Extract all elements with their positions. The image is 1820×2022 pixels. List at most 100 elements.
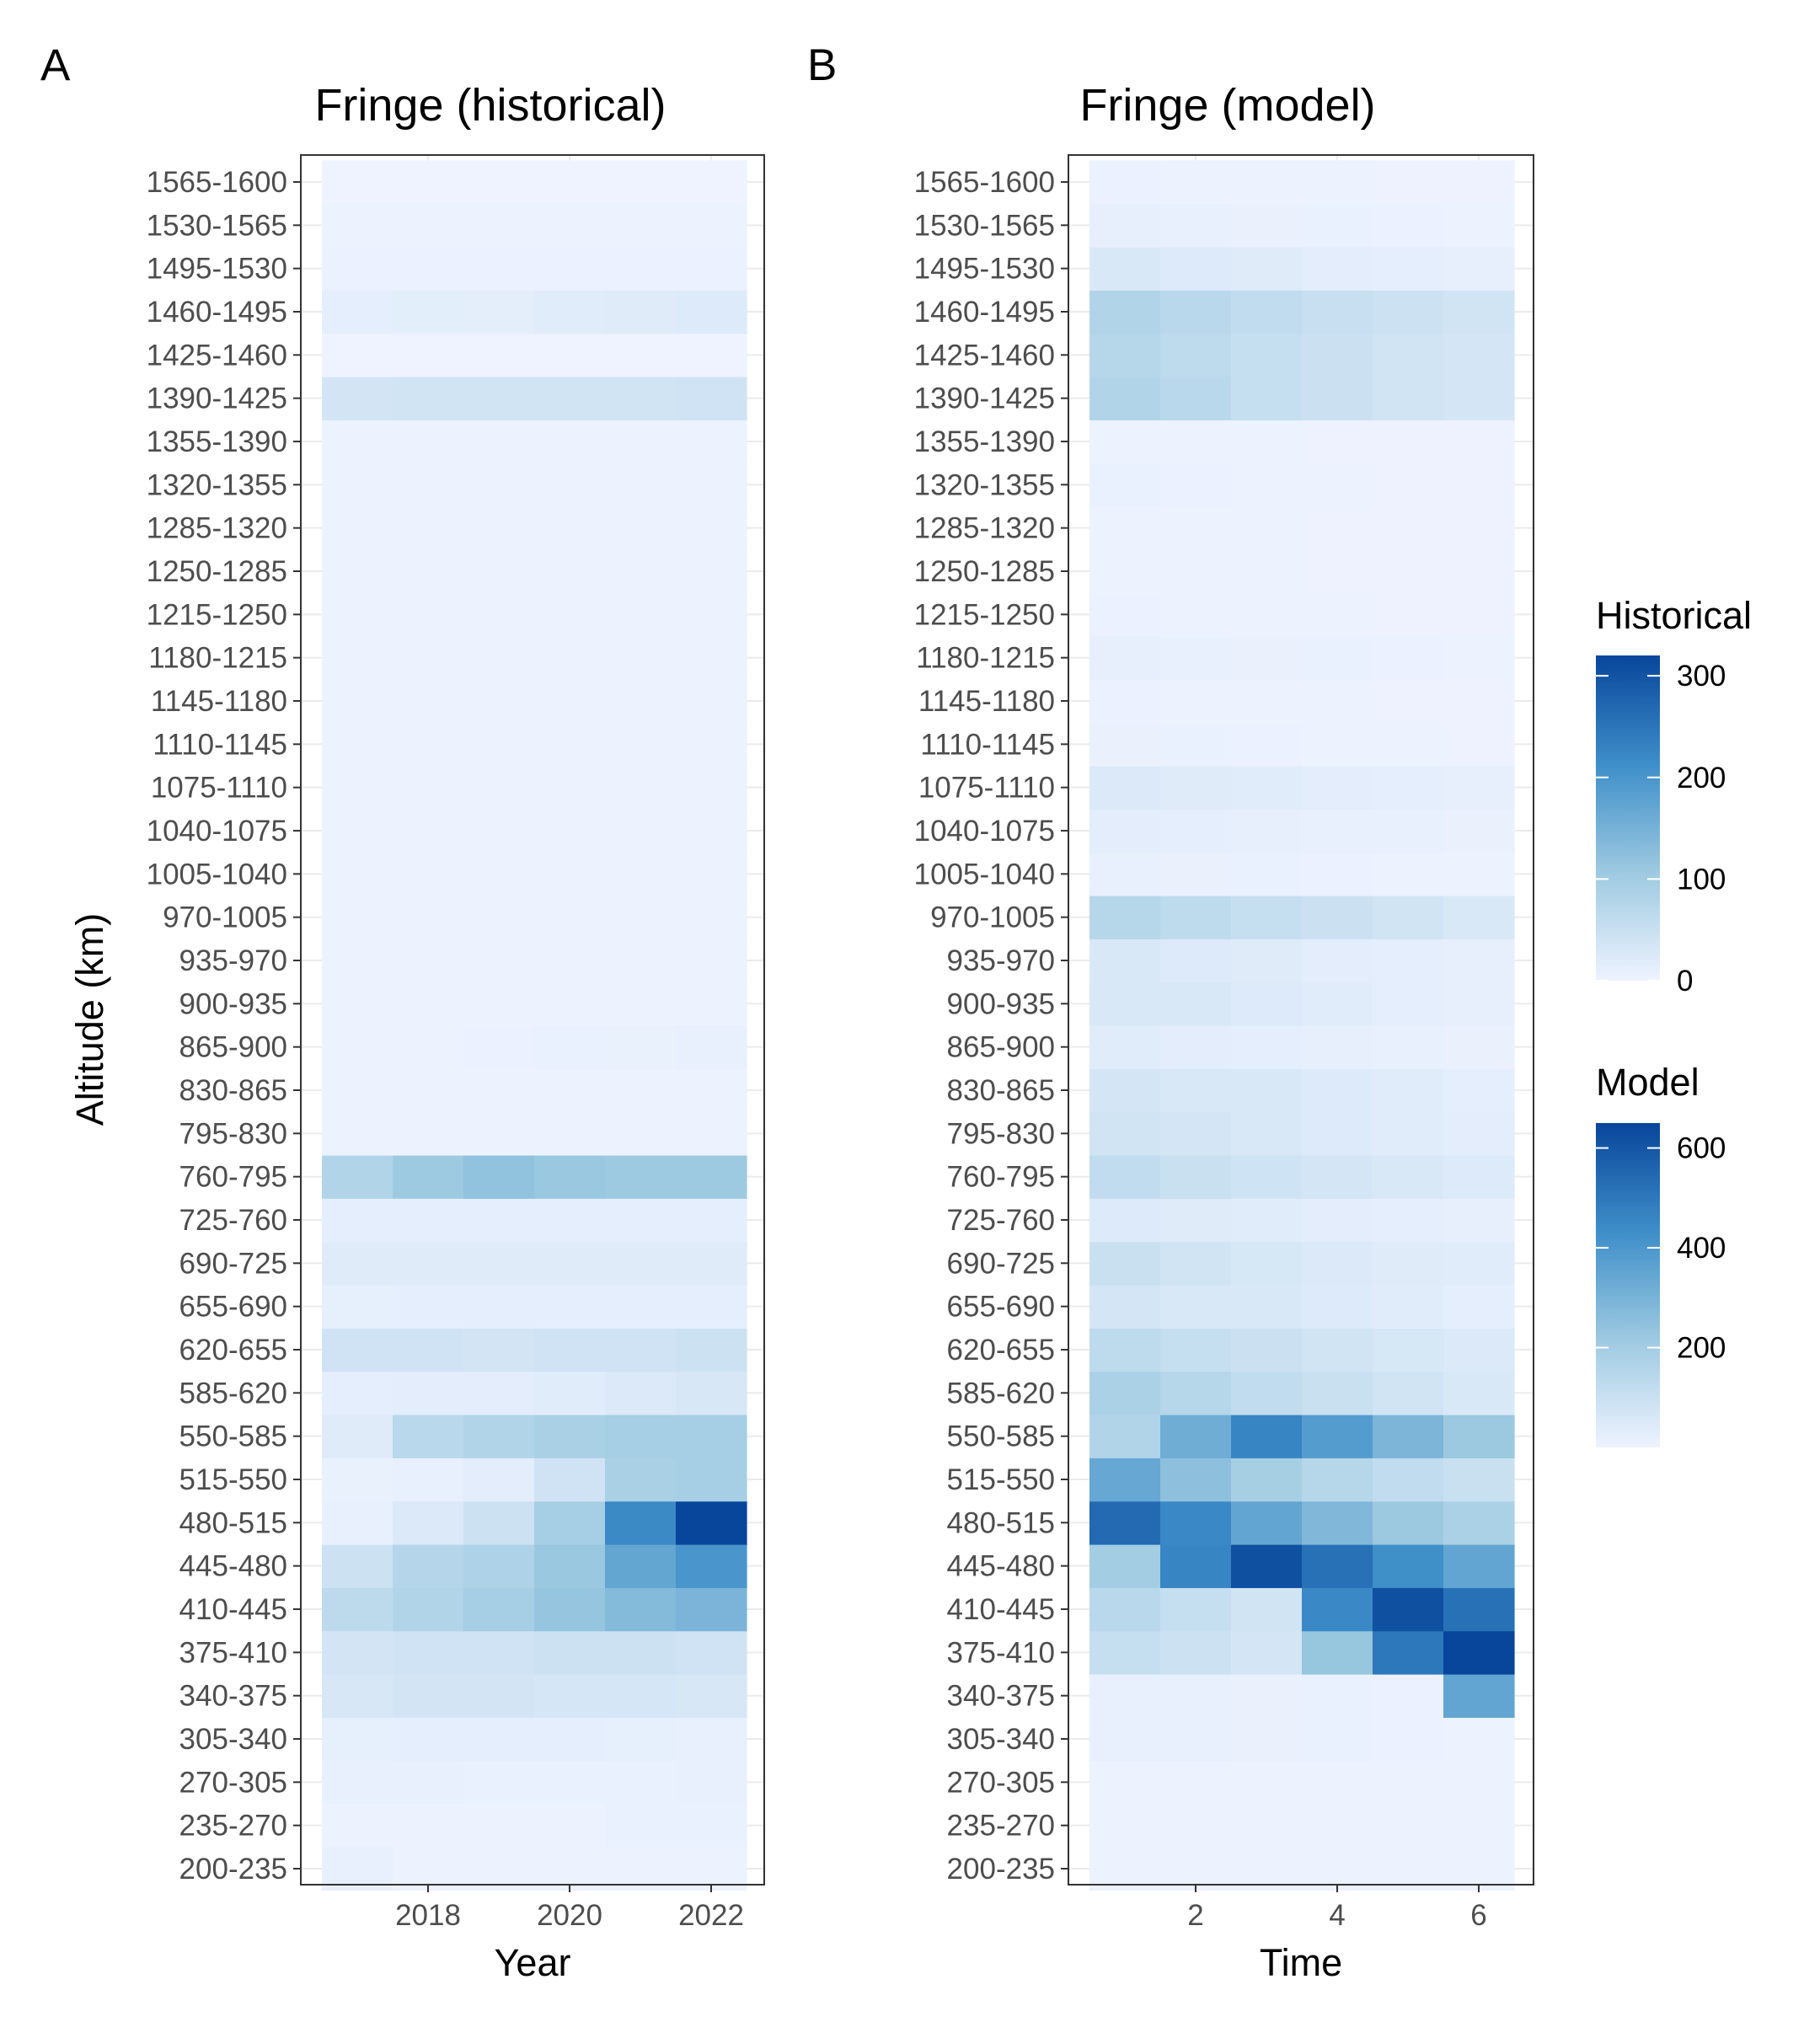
- legend-tick-label: 400: [1677, 1232, 1726, 1265]
- heatmap-cell: [534, 939, 606, 983]
- y-tick-label: 305-340: [179, 1723, 287, 1756]
- heatmap-cell: [1160, 1415, 1232, 1458]
- heatmap-cell: [1160, 203, 1232, 248]
- heatmap-cell: [1231, 592, 1303, 637]
- heatmap-cell: [1443, 333, 1515, 377]
- heatmap-cell: [605, 1025, 677, 1069]
- heatmap-cell: [1302, 982, 1373, 1026]
- heatmap-cell: [1160, 1155, 1232, 1199]
- heatmap-cell: [1443, 1111, 1515, 1156]
- heatmap-cell: [534, 896, 606, 939]
- y-tick-label: 1180-1215: [148, 642, 287, 675]
- heatmap-cell: [534, 809, 606, 853]
- heatmap-cell: [463, 592, 535, 637]
- y-tick-label: 690-725: [947, 1247, 1055, 1280]
- heatmap-cell: [1231, 1804, 1303, 1848]
- heatmap-cell: [1443, 766, 1515, 810]
- heatmap-cell: [1160, 1111, 1232, 1156]
- y-tick-label: 1040-1075: [914, 815, 1055, 848]
- heatmap-cell: [1160, 549, 1232, 594]
- heatmap-cell: [1160, 809, 1232, 853]
- y-tick-label: 1215-1250: [914, 598, 1055, 631]
- heatmap-cell: [1231, 1198, 1303, 1243]
- heatmap-cell: [605, 247, 677, 291]
- heatmap-cell: [1160, 506, 1232, 550]
- heatmap-cell: [463, 852, 535, 896]
- heatmap-cell: [676, 1111, 747, 1156]
- heatmap-cell: [393, 333, 464, 377]
- heatmap-cell: [1089, 1630, 1161, 1675]
- heatmap-cell: [463, 1155, 535, 1199]
- panel-a-tag: A: [40, 40, 71, 90]
- heatmap-cell: [534, 549, 606, 594]
- y-tick-label: 1320-1355: [914, 468, 1055, 501]
- heatmap-cell: [605, 1587, 677, 1632]
- heatmap-cell: [393, 506, 464, 550]
- heatmap-cell: [1302, 1760, 1373, 1805]
- heatmap-cell: [1443, 1847, 1515, 1891]
- heatmap-cell: [534, 1500, 606, 1545]
- heatmap-cell: [322, 1804, 393, 1848]
- y-tick-label: 270-305: [947, 1766, 1055, 1799]
- heatmap-cell: [534, 1155, 606, 1199]
- y-tick-label: 1460-1495: [147, 296, 287, 329]
- heatmap-cell: [1231, 636, 1303, 680]
- heatmap-cell: [534, 679, 606, 724]
- heatmap-cell: [393, 290, 464, 334]
- heatmap-cell: [534, 1111, 606, 1156]
- y-tick-label: 480-515: [179, 1506, 287, 1539]
- heatmap-cell: [676, 1847, 747, 1891]
- heatmap-cell: [1302, 939, 1373, 983]
- heatmap-cell: [1302, 290, 1373, 334]
- y-tick-label: 1145-1180: [151, 685, 287, 718]
- heatmap-cell: [1443, 377, 1515, 420]
- heatmap-cell: [676, 1500, 747, 1545]
- heatmap-cell: [322, 722, 393, 767]
- heatmap-cell: [1373, 1111, 1444, 1156]
- heatmap-cell: [393, 1111, 464, 1156]
- heatmap-cell: [605, 1328, 677, 1372]
- y-tick-label: 1530-1565: [147, 209, 287, 242]
- heatmap-cell: [1231, 852, 1303, 896]
- heatmap-cell: [1231, 1500, 1303, 1545]
- heatmap-cell: [393, 1155, 464, 1199]
- heatmap-cell: [605, 1500, 677, 1545]
- y-tick-label: 900-935: [179, 987, 287, 1020]
- y-tick-label: 760-795: [179, 1161, 287, 1194]
- y-tick-label: 760-795: [947, 1161, 1055, 1194]
- y-tick-label: 1530-1565: [914, 209, 1055, 242]
- y-tick-label: 410-445: [947, 1593, 1055, 1626]
- heatmap-cell: [1160, 592, 1232, 637]
- heatmap-cell: [393, 1285, 464, 1329]
- heatmap-cell: [393, 1847, 464, 1891]
- heatmap-cell: [605, 290, 677, 334]
- heatmap-cell: [463, 463, 535, 507]
- heatmap-cell: [1089, 1458, 1161, 1502]
- heatmap-cell: [605, 636, 677, 680]
- heatmap-cell: [676, 809, 747, 853]
- heatmap-cell: [463, 939, 535, 983]
- heatmap-cell: [534, 1458, 606, 1502]
- heatmap-cell: [1302, 1371, 1373, 1415]
- legend-historical-title: Historical: [1596, 594, 1752, 637]
- heatmap-cell: [1231, 1068, 1303, 1113]
- heatmap-cell: [1160, 1630, 1232, 1675]
- heatmap-cell: [676, 1328, 747, 1372]
- heatmap-cell: [605, 1285, 677, 1329]
- y-tick-label: 1180-1215: [916, 642, 1055, 675]
- heatmap-cell: [1089, 549, 1161, 594]
- y-tick-label: 515-550: [947, 1463, 1055, 1496]
- heatmap-cell: [1302, 549, 1373, 594]
- heatmap-cell: [463, 1544, 535, 1588]
- legend-tick-label: 0: [1677, 965, 1693, 998]
- y-tick-label: 1355-1390: [914, 425, 1055, 458]
- heatmap-cell: [1089, 1328, 1161, 1372]
- heatmap-cell: [676, 766, 747, 810]
- heatmap-cell: [1443, 1285, 1515, 1329]
- heatmap-cell: [534, 160, 606, 205]
- heatmap-cell: [322, 679, 393, 724]
- heatmap-cell: [322, 1371, 393, 1415]
- heatmap-cell: [1089, 203, 1161, 248]
- legend-tick-label: 300: [1677, 660, 1726, 693]
- heatmap-cell: [322, 1198, 393, 1243]
